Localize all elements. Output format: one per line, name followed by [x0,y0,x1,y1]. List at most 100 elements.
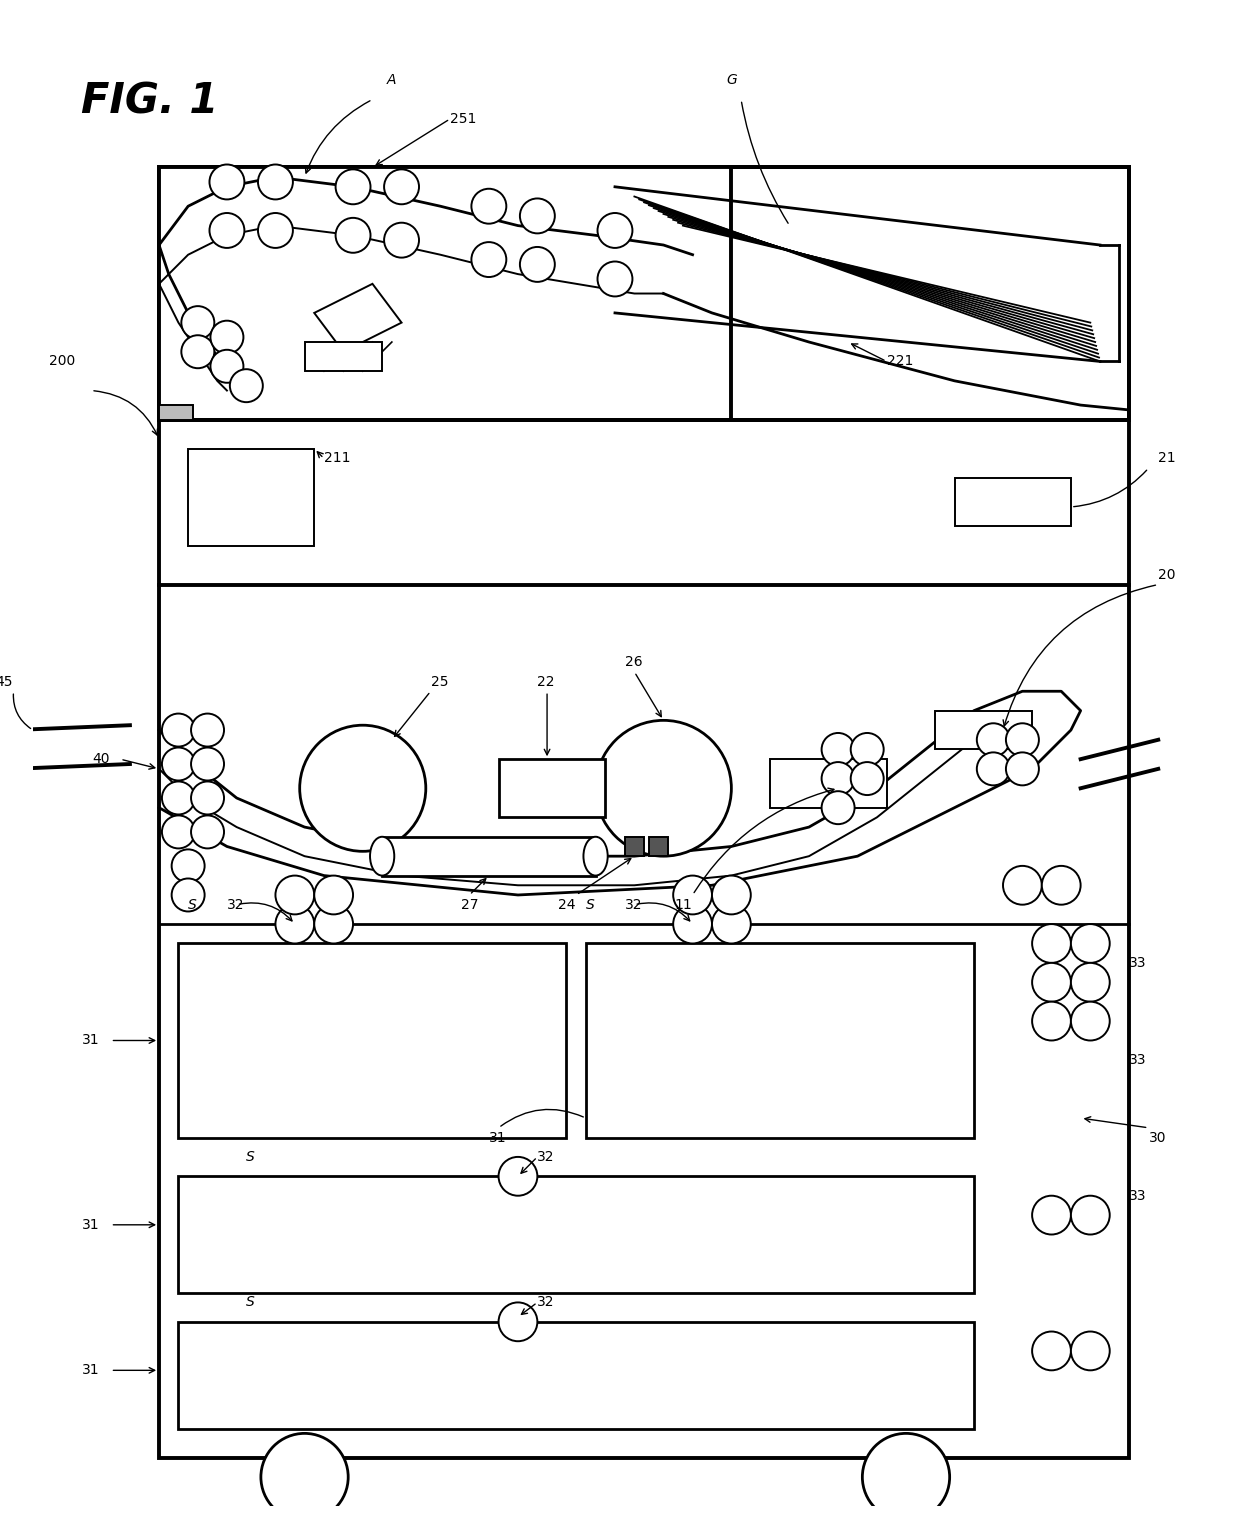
Circle shape [314,876,353,914]
Circle shape [520,248,554,281]
Text: 22: 22 [537,674,554,688]
Circle shape [1071,1001,1110,1041]
Circle shape [336,170,371,205]
Text: 33: 33 [1130,1188,1147,1203]
Text: 211: 211 [324,451,351,465]
Circle shape [162,815,195,849]
Text: 25: 25 [430,674,448,688]
Circle shape [595,720,732,856]
Circle shape [1032,963,1071,1001]
Circle shape [1071,1196,1110,1234]
Circle shape [498,1303,537,1341]
Circle shape [384,170,419,205]
Text: S: S [247,1295,255,1309]
Text: S: S [188,898,197,911]
Circle shape [598,213,632,248]
Text: A: A [387,73,397,87]
Bar [188,448,314,546]
Circle shape [851,732,884,766]
Bar [179,1321,973,1428]
Text: 45: 45 [0,674,12,688]
Circle shape [260,1433,348,1521]
Bar [382,836,595,876]
Circle shape [1071,1332,1110,1370]
Circle shape [498,1157,537,1196]
Bar [955,479,1071,526]
Circle shape [862,1433,950,1521]
Bar [585,943,973,1138]
Bar [305,342,382,372]
Text: 33: 33 [1130,956,1147,969]
Circle shape [275,876,314,914]
Circle shape [258,213,293,248]
Ellipse shape [584,836,608,876]
Circle shape [211,321,243,353]
Text: 32: 32 [537,1295,554,1309]
Text: G: G [725,73,737,87]
Text: FIG. 1: FIG. 1 [82,80,218,122]
Circle shape [1032,1001,1071,1041]
Circle shape [171,879,205,911]
Bar [625,836,644,856]
Bar [770,760,887,807]
Text: 27: 27 [461,898,479,911]
Text: 11: 11 [675,898,692,911]
Circle shape [1003,865,1042,905]
Circle shape [1032,924,1071,963]
Text: 31: 31 [82,1034,100,1047]
Circle shape [471,188,506,223]
Circle shape [520,199,554,234]
Circle shape [384,223,419,257]
Circle shape [673,876,712,914]
Circle shape [1071,924,1110,963]
Text: 24: 24 [558,898,575,911]
Circle shape [471,242,506,277]
Text: 32: 32 [537,1150,554,1164]
Text: 200: 200 [48,355,76,368]
Circle shape [673,905,712,943]
Text: 20: 20 [1158,567,1176,583]
Circle shape [210,213,244,248]
Bar [159,167,1130,1457]
Circle shape [1032,1332,1071,1370]
Text: 221: 221 [887,355,913,368]
Circle shape [300,725,425,852]
Circle shape [162,781,195,815]
Circle shape [822,761,854,795]
Circle shape [211,350,243,382]
Circle shape [1032,1196,1071,1234]
Circle shape [162,748,195,780]
Circle shape [1006,752,1039,786]
Text: 32: 32 [227,898,244,911]
Circle shape [1042,865,1080,905]
Circle shape [1071,963,1110,1001]
Text: S: S [247,1150,255,1164]
Circle shape [191,815,224,849]
Bar [159,167,732,419]
Circle shape [712,905,750,943]
Circle shape [171,850,205,882]
Text: 33: 33 [1130,1053,1147,1067]
Text: 30: 30 [1148,1130,1166,1145]
Circle shape [191,748,224,780]
Circle shape [181,306,215,339]
Bar [179,1176,973,1292]
Circle shape [851,761,884,795]
Bar [179,943,567,1138]
Text: 26: 26 [625,654,642,670]
Polygon shape [314,284,402,352]
Text: 31: 31 [82,1364,100,1378]
Circle shape [275,905,314,943]
Circle shape [191,714,224,746]
Circle shape [191,781,224,815]
Circle shape [1006,723,1039,757]
Bar [935,711,1032,749]
Circle shape [712,876,750,914]
Circle shape [258,165,293,199]
Circle shape [336,217,371,252]
Text: 31: 31 [489,1130,506,1145]
Bar [498,760,605,818]
Circle shape [822,732,854,766]
Circle shape [229,368,263,402]
Text: 40: 40 [92,752,109,766]
